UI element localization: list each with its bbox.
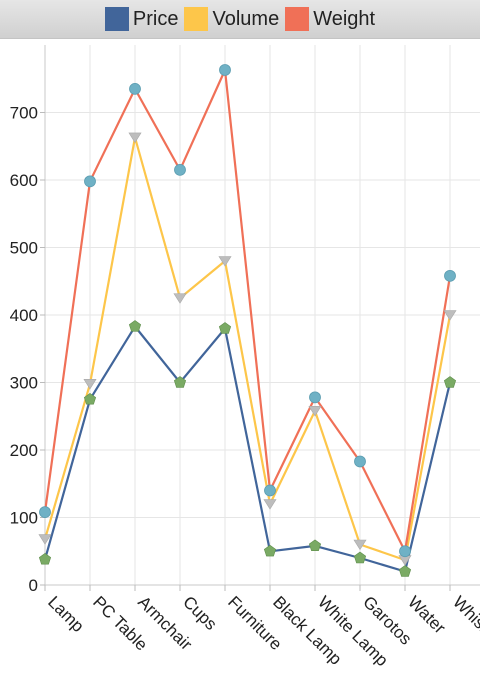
data-point-price <box>128 320 142 332</box>
data-point-price <box>443 376 457 388</box>
legend-label: Volume <box>212 7 280 30</box>
legend-item-price: Price <box>104 7 179 31</box>
data-point-volume <box>128 132 142 144</box>
data-point-volume <box>263 499 277 510</box>
data-point-price <box>38 553 52 565</box>
series-line-price <box>43 325 452 573</box>
data-point-volume <box>38 534 52 545</box>
legend-swatch <box>104 7 129 31</box>
legend-label: Price <box>132 7 179 30</box>
data-point-weight <box>444 269 456 282</box>
y-tick-label: 200 <box>10 441 38 460</box>
data-point-weight <box>39 506 51 518</box>
legend-label: Weight <box>313 7 376 30</box>
data-point-volume <box>353 539 367 551</box>
data-point-volume <box>218 256 232 267</box>
data-point-volume <box>173 293 187 304</box>
y-tick-label: 700 <box>10 104 38 123</box>
legend-item-volume: Volume <box>184 7 279 31</box>
y-tick-label: 400 <box>10 306 38 325</box>
data-point-weight <box>309 391 321 404</box>
y-tick-label: 300 <box>10 374 38 393</box>
legend-item-weight: Weight <box>285 7 375 31</box>
series-line-volume <box>43 136 452 562</box>
series-line-weight <box>43 68 452 553</box>
data-point-weight <box>219 64 231 76</box>
data-point-price <box>353 551 367 564</box>
x-tick-label: Whisky <box>449 592 480 645</box>
chart-legend: Price Volume Weight <box>0 0 480 39</box>
data-point-price <box>218 322 232 334</box>
data-point-weight <box>264 484 276 497</box>
x-tick-label: Cups <box>179 592 220 633</box>
data-point-price <box>308 539 322 552</box>
data-point-volume <box>83 379 97 390</box>
data-point-weight <box>399 545 411 558</box>
data-point-price <box>173 376 187 388</box>
y-tick-label: 100 <box>10 509 38 528</box>
data-point-weight <box>354 455 366 468</box>
legend-swatch <box>285 7 310 31</box>
data-point-price <box>398 565 412 577</box>
y-tick-label: 600 <box>10 171 38 190</box>
x-tick-label: Lamp <box>44 592 88 636</box>
legend-swatch <box>184 7 209 31</box>
data-point-volume <box>443 310 457 321</box>
data-point-weight <box>129 82 141 95</box>
y-tick-label: 0 <box>29 576 38 595</box>
data-point-price <box>83 393 97 405</box>
data-point-weight <box>84 175 96 188</box>
y-tick-label: 500 <box>10 239 38 258</box>
data-point-price <box>263 544 277 557</box>
data-point-volume <box>308 406 322 417</box>
data-point-weight <box>174 163 186 176</box>
